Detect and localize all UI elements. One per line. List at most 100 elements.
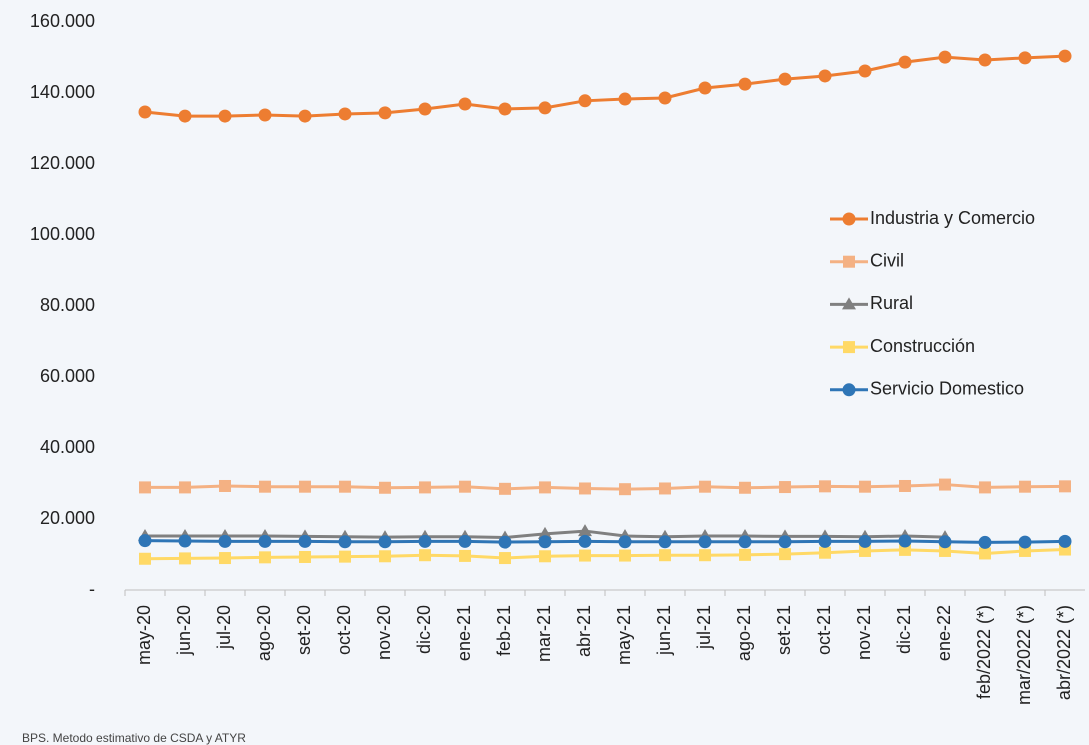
x-tick-label: feb-21 bbox=[494, 605, 514, 656]
data-point bbox=[538, 526, 552, 539]
data-point bbox=[658, 535, 672, 549]
data-point bbox=[618, 92, 632, 106]
y-tick-label: 20.000 bbox=[40, 508, 95, 528]
data-point bbox=[738, 77, 752, 91]
data-point bbox=[458, 97, 472, 111]
x-tick-label: mar/2022 (*) bbox=[1014, 605, 1034, 705]
data-point bbox=[179, 552, 191, 565]
data-point bbox=[418, 102, 432, 116]
data-point bbox=[298, 109, 312, 123]
data-point bbox=[978, 53, 992, 67]
series-line bbox=[145, 483, 1066, 491]
y-tick-label: - bbox=[89, 579, 95, 599]
data-point bbox=[899, 479, 911, 492]
y-tick-label: 60.000 bbox=[40, 366, 95, 386]
data-point bbox=[1059, 480, 1071, 493]
legend-label: Servicio Domestico bbox=[870, 379, 1024, 399]
data-point bbox=[939, 478, 951, 491]
data-point bbox=[898, 534, 912, 548]
x-tick-label: abr/2022 (*) bbox=[1054, 605, 1074, 700]
data-point bbox=[859, 544, 871, 557]
x-tick-label: ago-21 bbox=[734, 605, 754, 661]
data-point bbox=[619, 483, 631, 496]
x-tick-label: may-20 bbox=[134, 605, 154, 665]
data-point bbox=[858, 64, 872, 78]
data-point bbox=[579, 549, 591, 562]
data-point bbox=[619, 549, 631, 562]
y-tick-label: 140.000 bbox=[30, 82, 95, 102]
data-point bbox=[819, 546, 831, 559]
y-tick-label: 160.000 bbox=[30, 11, 95, 31]
data-point bbox=[818, 69, 832, 83]
x-tick-label: set-20 bbox=[294, 605, 314, 655]
data-point bbox=[538, 101, 552, 115]
data-point bbox=[258, 534, 272, 548]
x-tick-label: jul-21 bbox=[694, 605, 714, 650]
series-line bbox=[144, 54, 1066, 118]
data-point bbox=[379, 481, 391, 494]
data-point bbox=[379, 550, 391, 563]
legend-label: Civil bbox=[870, 250, 904, 270]
x-tick-label: set-21 bbox=[774, 605, 794, 655]
x-tick-label: nov-21 bbox=[854, 605, 874, 660]
data-point bbox=[979, 547, 991, 560]
x-tick-label: ago-20 bbox=[254, 605, 274, 661]
data-point bbox=[578, 94, 592, 108]
data-point bbox=[659, 549, 671, 562]
data-point bbox=[498, 102, 512, 116]
data-point bbox=[459, 549, 471, 562]
data-point bbox=[298, 534, 312, 548]
data-point bbox=[1019, 480, 1031, 493]
data-point bbox=[699, 549, 711, 562]
data-point bbox=[579, 482, 591, 495]
legend-marker bbox=[842, 297, 856, 310]
data-point bbox=[339, 550, 351, 563]
data-point bbox=[779, 481, 791, 494]
x-tick-label: mar-21 bbox=[534, 605, 554, 662]
data-point bbox=[178, 534, 192, 548]
data-point bbox=[418, 534, 432, 548]
data-point bbox=[539, 481, 551, 494]
data-point bbox=[779, 548, 791, 561]
legend-label: Rural bbox=[870, 293, 913, 313]
data-point bbox=[258, 108, 272, 122]
footnote: BPS. Metodo estimativo de CSDA y ATYR bbox=[22, 731, 246, 745]
data-point bbox=[179, 481, 191, 494]
y-tick-label: 80.000 bbox=[40, 295, 95, 315]
data-point bbox=[378, 106, 392, 120]
data-point bbox=[578, 524, 592, 537]
data-point bbox=[818, 534, 832, 548]
y-tick-label: 100.000 bbox=[30, 224, 95, 244]
data-point bbox=[938, 50, 952, 64]
data-point bbox=[778, 72, 792, 86]
data-point bbox=[738, 535, 752, 549]
data-point bbox=[819, 480, 831, 493]
x-tick-label: may-21 bbox=[614, 605, 634, 665]
data-point bbox=[219, 552, 231, 565]
data-point bbox=[1018, 51, 1032, 65]
data-point bbox=[139, 481, 151, 494]
x-tick-label: abr-21 bbox=[574, 605, 594, 657]
data-point bbox=[538, 535, 552, 549]
data-point bbox=[178, 109, 192, 123]
data-point bbox=[139, 552, 151, 565]
data-point bbox=[778, 535, 792, 549]
x-tick-label: ene-21 bbox=[454, 605, 474, 661]
data-point bbox=[499, 482, 511, 495]
y-tick-label: 40.000 bbox=[40, 437, 95, 457]
series-line bbox=[144, 539, 1066, 544]
data-point bbox=[498, 535, 512, 549]
x-tick-label: nov-20 bbox=[374, 605, 394, 660]
data-point bbox=[739, 481, 751, 494]
legend-label: Construcción bbox=[870, 336, 975, 356]
data-point bbox=[939, 544, 951, 557]
data-point bbox=[459, 480, 471, 493]
x-tick-label: jun-21 bbox=[654, 605, 674, 656]
data-point bbox=[1019, 544, 1031, 557]
data-point bbox=[218, 109, 232, 123]
data-point bbox=[899, 543, 911, 556]
data-point bbox=[338, 107, 352, 121]
data-point bbox=[858, 534, 872, 548]
data-point bbox=[618, 535, 632, 549]
data-point bbox=[419, 549, 431, 562]
